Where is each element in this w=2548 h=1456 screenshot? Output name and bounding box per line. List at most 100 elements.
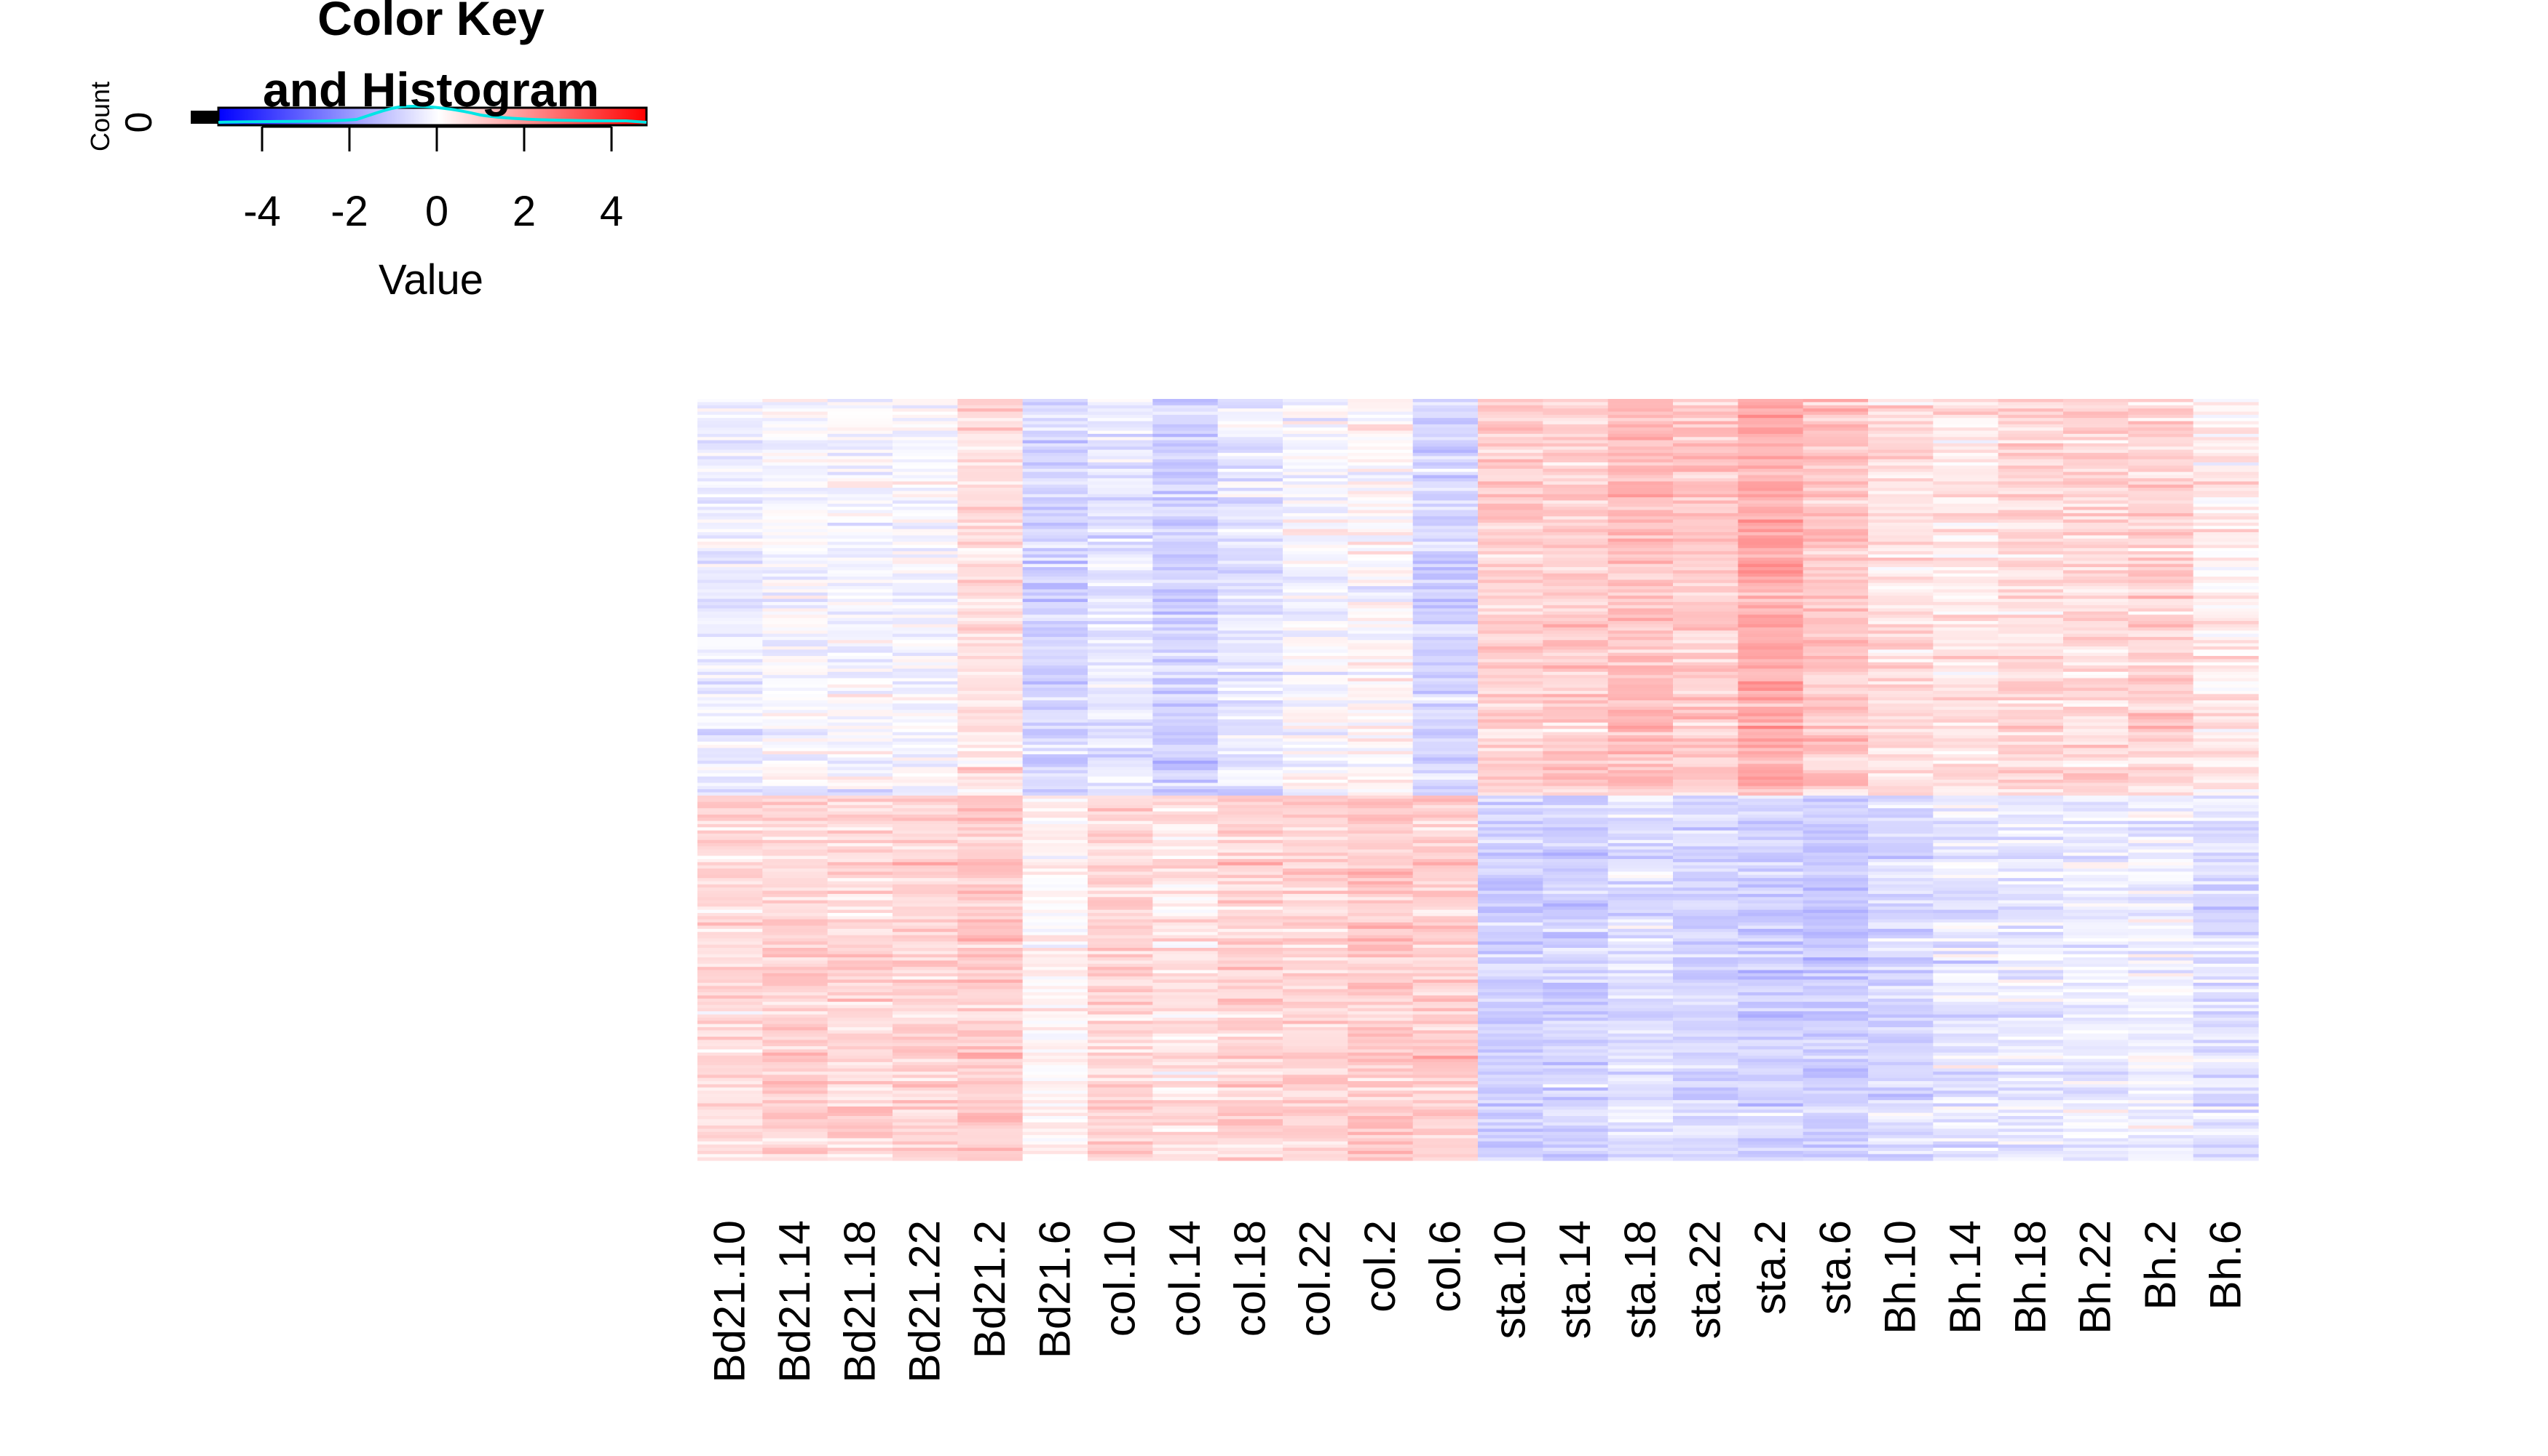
heatmap-cell: [827, 792, 893, 796]
heatmap-cell: [1998, 830, 2064, 834]
heatmap-cell: [1803, 738, 1869, 743]
heatmap-cell: [893, 919, 958, 923]
heatmap-cell: [2193, 630, 2259, 635]
heatmap-cell: [2193, 890, 2259, 895]
heatmap-cell: [1283, 630, 1348, 635]
heatmap-cell: [1217, 954, 1283, 958]
heatmap-cell: [1673, 636, 1738, 641]
heatmap-cell: [1738, 491, 1804, 495]
heatmap-cell: [1868, 843, 1934, 847]
heatmap-cell: [957, 678, 1024, 682]
heatmap-cell: [1022, 1030, 1088, 1034]
heatmap-cell: [2063, 795, 2129, 799]
heatmap-cell: [957, 878, 1024, 882]
heatmap-cell: [2063, 954, 2129, 958]
heatmap-cell: [1412, 760, 1479, 764]
heatmap-cell: [827, 456, 893, 460]
heatmap-cell: [827, 478, 893, 482]
heatmap-cell: [1803, 1014, 1869, 1018]
heatmap-cell: [2193, 577, 2259, 581]
heatmap-cell: [2128, 694, 2194, 698]
heatmap-cell: [1348, 675, 1414, 679]
heatmap-cell: [1022, 834, 1088, 838]
heatmap-cell: [1998, 636, 2064, 641]
heatmap-cell: [762, 684, 828, 689]
heatmap-cell: [697, 627, 763, 631]
heatmap-cell: [1607, 944, 1674, 949]
heatmap-cell: [1933, 424, 1999, 428]
heatmap-cell: [1738, 437, 1804, 441]
heatmap-cell: [1088, 414, 1153, 419]
heatmap-cell: [1673, 440, 1738, 444]
heatmap-cell: [697, 614, 763, 619]
heatmap-cell: [2193, 1021, 2259, 1025]
heatmap-cell: [2193, 970, 2259, 974]
heatmap-cell: [2063, 710, 2129, 714]
heatmap-cell: [893, 906, 958, 911]
heatmap-cell: [1088, 627, 1153, 631]
heatmap-cell: [2128, 1033, 2194, 1037]
heatmap-cell: [1738, 808, 1804, 812]
heatmap-cell: [1088, 874, 1153, 879]
heatmap-cell: [1088, 935, 1153, 939]
histogram-density-line: [218, 105, 647, 124]
heatmap-cell: [1933, 890, 1999, 895]
heatmap-cell: [2128, 621, 2194, 625]
heatmap-cell: [1738, 792, 1804, 796]
heatmap-cell: [1868, 1037, 1934, 1040]
heatmap-cell: [1348, 881, 1414, 885]
heatmap-cell: [1933, 624, 1999, 628]
heatmap-cell: [1348, 561, 1414, 565]
heatmap-cell: [1543, 1005, 1609, 1009]
heatmap-cell: [1088, 1011, 1153, 1016]
heatmap-cell: [1673, 725, 1738, 729]
heatmap-cell: [697, 919, 763, 923]
heatmap-cell: [1607, 573, 1674, 577]
heatmap-cell: [1998, 1052, 2064, 1056]
heatmap-cell: [1217, 922, 1283, 927]
heatmap-cell: [697, 1017, 763, 1021]
heatmap-cell: [1933, 671, 1999, 676]
heatmap-cell: [762, 1005, 828, 1009]
heatmap-cell: [762, 497, 828, 502]
heatmap-cell: [1022, 776, 1088, 780]
heatmap-cell: [2128, 783, 2194, 787]
heatmap-cell: [957, 843, 1024, 847]
heatmap-cell: [1607, 865, 1674, 869]
heatmap-cell: [1412, 773, 1479, 778]
heatmap-cell: [1283, 869, 1348, 872]
heatmap-cell: [1022, 577, 1088, 581]
heatmap-cell: [1152, 799, 1219, 803]
heatmap-cell: [827, 598, 893, 603]
heatmap-cell: [1868, 783, 1934, 787]
heatmap-cell: [2193, 557, 2259, 561]
heatmap-cell: [1412, 887, 1479, 892]
heatmap-cell: [1933, 500, 1999, 505]
heatmap-cell: [2193, 1002, 2259, 1006]
heatmap-cell: [1543, 494, 1609, 498]
heatmap-cell: [1738, 706, 1804, 711]
heatmap-cell: [1803, 713, 1869, 717]
heatmap-cell: [1022, 786, 1088, 790]
heatmap-cell: [1607, 884, 1674, 888]
heatmap-cell: [1933, 449, 1999, 454]
heatmap-cell: [1022, 563, 1088, 568]
heatmap-cell: [893, 881, 958, 885]
heatmap-cell: [1152, 1014, 1219, 1018]
heatmap-cell: [957, 925, 1024, 930]
heatmap-cell: [1283, 402, 1348, 406]
heatmap-cell: [1217, 1040, 1283, 1044]
heatmap-cell: [1088, 925, 1153, 930]
heatmap-cell: [1933, 757, 1999, 761]
heatmap-cell: [1933, 738, 1999, 743]
heatmap-cell: [1998, 951, 2064, 955]
heatmap-cell: [1998, 852, 2064, 857]
heatmap-cell: [893, 414, 958, 419]
heatmap-cell: [1217, 510, 1283, 514]
heatmap-cell: [1607, 893, 1674, 898]
heatmap-cell: [1607, 643, 1674, 647]
heatmap-cell: [893, 1002, 958, 1006]
heatmap-cell: [1543, 741, 1609, 745]
heatmap-cell: [1217, 814, 1283, 818]
heatmap-cell: [2193, 1026, 2259, 1031]
